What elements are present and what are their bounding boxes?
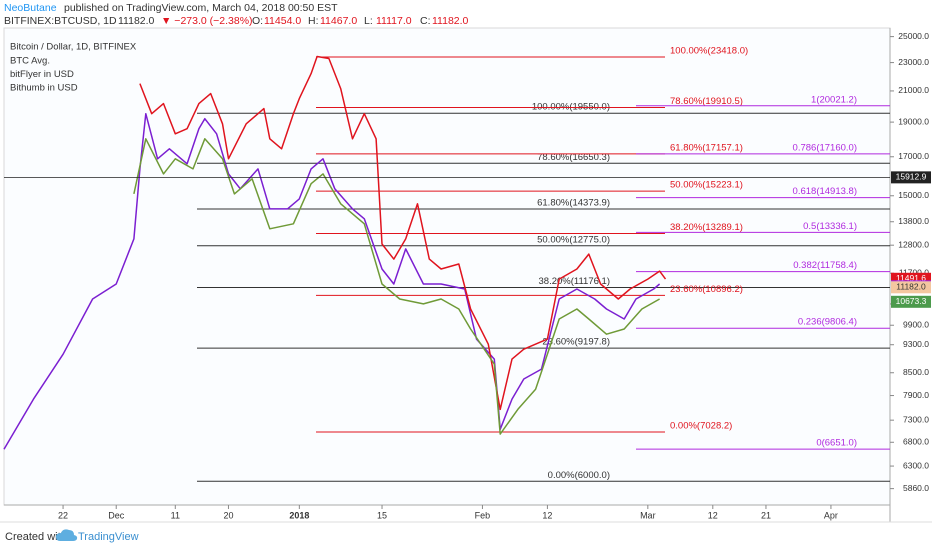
y-tick-label: 23000.0 <box>898 57 929 67</box>
fib-label: 78.60%(16650.3) <box>537 152 610 163</box>
fib-label: 61.80%(17157.1) <box>670 142 743 153</box>
fib-label: 0.00%(7028.2) <box>670 421 732 432</box>
y-tick-label: 19000.0 <box>898 116 929 126</box>
fib-label: 0.00%(6000.0) <box>548 470 610 481</box>
fib-label: 0.786(17160.0) <box>793 142 857 153</box>
x-tick-label: Dec <box>108 510 125 520</box>
y-tick-label: 8500.0 <box>903 367 929 377</box>
legend-entry: bitFlyer in USD <box>10 69 74 80</box>
series-line <box>133 138 660 435</box>
ohlc: O: 11454.0 H: 11467.0 L: 11117.0 C: 11182.0 <box>252 15 469 27</box>
fib-label: 78.60%(19910.5) <box>670 96 743 107</box>
y-tick-label: 9900.0 <box>903 319 929 329</box>
price-tag-label: 15912.9 <box>896 172 927 182</box>
created-with: Created with <box>5 531 67 543</box>
price-tag <box>891 171 931 184</box>
fib-label: 1(20021.2) <box>811 94 857 105</box>
fib-label: 50.00%(12775.0) <box>537 234 610 245</box>
y-tick-label: 7300.0 <box>903 414 929 424</box>
ohlc-label: L: <box>364 15 373 27</box>
x-tick-label: Feb <box>475 510 491 520</box>
price-tag <box>891 295 931 308</box>
y-tick-label: 6300.0 <box>903 460 929 470</box>
plot: 100.00%(19550.0)78.60%(16650.3)61.80%(14… <box>3 45 890 482</box>
x-tick-label: 22 <box>58 510 68 520</box>
x-tick-label: 20 <box>223 510 233 520</box>
ohlc-label: H: <box>308 15 319 27</box>
ohlc-value: 11454.0 <box>264 15 301 27</box>
fib-label: 23.60%(9197.8) <box>542 337 610 348</box>
change: ▼ −273.0 (−2.38%) <box>161 15 253 27</box>
x-tick-label: 12 <box>708 510 718 520</box>
fib-label: 0.618(14913.8) <box>793 186 857 197</box>
author[interactable]: NeoButane <box>4 2 57 14</box>
series-line <box>3 112 661 450</box>
y-tick-label: 7900.0 <box>903 390 929 400</box>
price-tag-label: 11182.0 <box>896 282 926 292</box>
fib-label: 38.20%(11176.1) <box>539 276 610 287</box>
fib-label: 50.00%(15223.1) <box>670 180 743 191</box>
x-tick-label: 12 <box>542 510 552 520</box>
ohlc-value: 11182.0 <box>432 15 469 27</box>
ohlc-value: 11467.0 <box>320 15 357 27</box>
y-tick-label: 5860.0 <box>903 483 929 493</box>
ohlc-value: 11117.0 <box>376 15 412 27</box>
y-tick-label: 9300.0 <box>903 339 929 349</box>
x-tick-label: Apr <box>824 510 838 520</box>
x-tick-label: 11 <box>171 510 180 520</box>
x-tick-label: 15 <box>377 510 387 520</box>
legend: BTC Avg. bitFlyer in USD Bithumb in USD <box>10 56 78 94</box>
fib-label: 0(6651.0) <box>816 438 857 449</box>
symbol: BITFINEX:BTCUSD, 1D <box>4 15 117 27</box>
y-tick-label: 12800.0 <box>898 239 929 249</box>
fib-label: 0.236(9806.4) <box>798 317 857 328</box>
logo <box>56 529 78 541</box>
price-tag <box>891 281 931 294</box>
plot-area <box>3 27 891 506</box>
fib-label: 100.00%(23418.0) <box>670 45 748 56</box>
legend-entry: Bithumb in USD <box>10 83 78 94</box>
price-tag-label: 10673.3 <box>896 296 927 306</box>
last-price: 11182.0 <box>118 15 155 27</box>
fib-label: 0.382(11758.4) <box>793 260 857 271</box>
y-tick-label: 6800.0 <box>903 437 929 447</box>
x-tick-label: 2018 <box>289 510 309 520</box>
chart-title: Bitcoin / Dollar, 1D, BITFINEX <box>10 42 137 53</box>
fib-label: 38.20%(13289.1) <box>670 222 743 233</box>
brand[interactable]: TradingView <box>78 531 139 543</box>
y-tick-label: 17000.0 <box>898 151 929 161</box>
fib-label: 23.60%(10896.2) <box>670 284 743 295</box>
y-tick-label: 15000.0 <box>898 190 929 200</box>
fib-label: 0.5(13336.1) <box>803 221 857 232</box>
published: published on TradingView.com, March 04, … <box>64 2 338 14</box>
price-tag-label: 11491.6 <box>896 273 926 283</box>
legend-entry: BTC Avg. <box>10 56 50 67</box>
y-tick-label: 11700.0 <box>899 267 929 277</box>
y-tick-label: 13800.0 <box>898 216 929 226</box>
x-tick-label: 21 <box>761 510 771 520</box>
y-tick-label: 21000.0 <box>898 85 929 95</box>
y-tick-label: 25000.0 <box>898 31 929 41</box>
ohlc-label: C: <box>420 15 431 27</box>
x-tick-label: Mar <box>640 510 656 520</box>
fib-label: 61.80%(14373.9) <box>537 198 610 209</box>
series-line <box>139 55 667 411</box>
ohlc-label: O: <box>252 15 263 27</box>
